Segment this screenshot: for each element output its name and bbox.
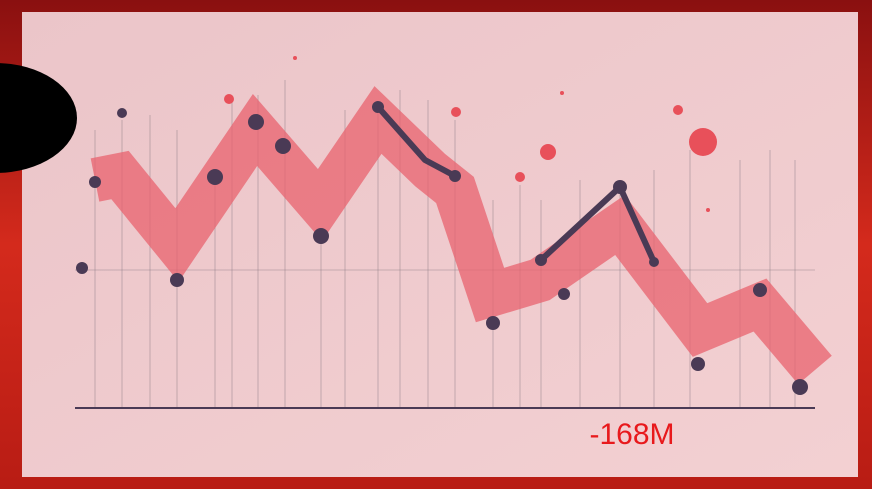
illustration: -168M bbox=[0, 0, 872, 489]
value-label: -168M bbox=[589, 418, 674, 451]
page: -168M (() => { const data = JSON.parse(d… bbox=[0, 0, 872, 489]
